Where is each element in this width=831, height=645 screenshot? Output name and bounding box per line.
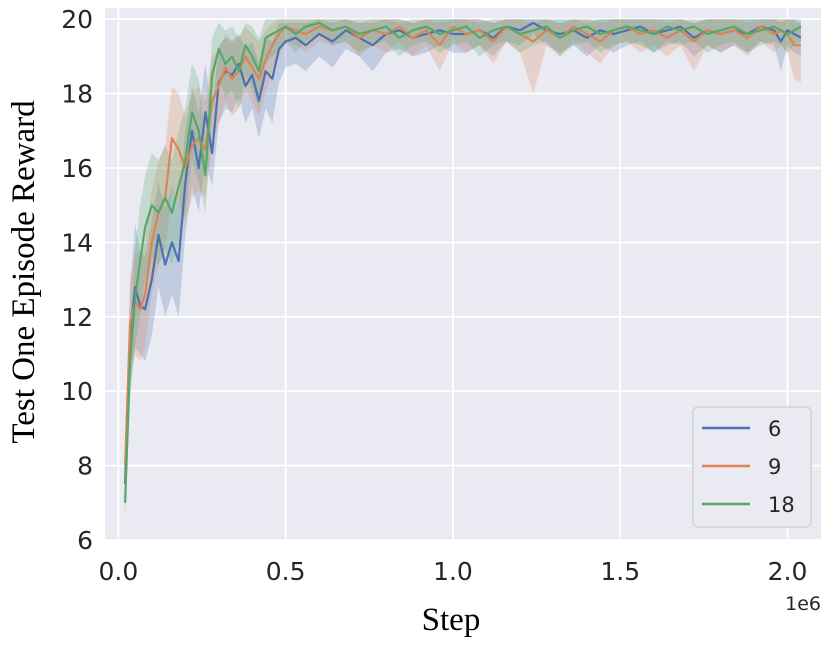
- x-axis-title: Step: [422, 602, 481, 638]
- confidence-bands: [125, 19, 801, 518]
- y-tick-label: 16: [61, 154, 93, 183]
- series-band-18: [125, 19, 801, 518]
- x-tick-label: 0.5: [266, 557, 306, 586]
- legend-label-18: 18: [768, 493, 795, 517]
- x-tick-label: 0.0: [99, 557, 139, 586]
- y-tick-label: 12: [61, 303, 93, 332]
- legend: 6 9 18: [692, 406, 812, 528]
- y-tick-label: 14: [61, 228, 93, 257]
- grid-lines: [105, 8, 821, 541]
- x-tick-label: 1.0: [433, 557, 473, 586]
- legend-label-6: 6: [768, 417, 781, 441]
- x-tick-label: 2.0: [768, 557, 808, 586]
- x-offset-label: 1e6: [785, 593, 821, 615]
- legend-label-9: 9: [768, 455, 781, 479]
- y-tick-label: 8: [77, 452, 93, 481]
- y-tick-label: 18: [61, 80, 93, 109]
- series-line-18: [124, 21, 802, 503]
- y-tick-label: 10: [61, 377, 93, 406]
- x-tick-labels: 0.0 0.5 1.0 1.5 2.0: [99, 557, 808, 586]
- legend-box: [692, 406, 812, 528]
- y-tick-label: 6: [77, 526, 93, 555]
- y-axis-title: Test One Episode Reward: [6, 100, 42, 444]
- x-tick-label: 1.5: [600, 557, 640, 586]
- series-lines: [124, 21, 802, 503]
- y-tick-label: 20: [61, 5, 93, 34]
- y-tick-labels: 6 8 10 12 14 16 18 20: [61, 5, 93, 555]
